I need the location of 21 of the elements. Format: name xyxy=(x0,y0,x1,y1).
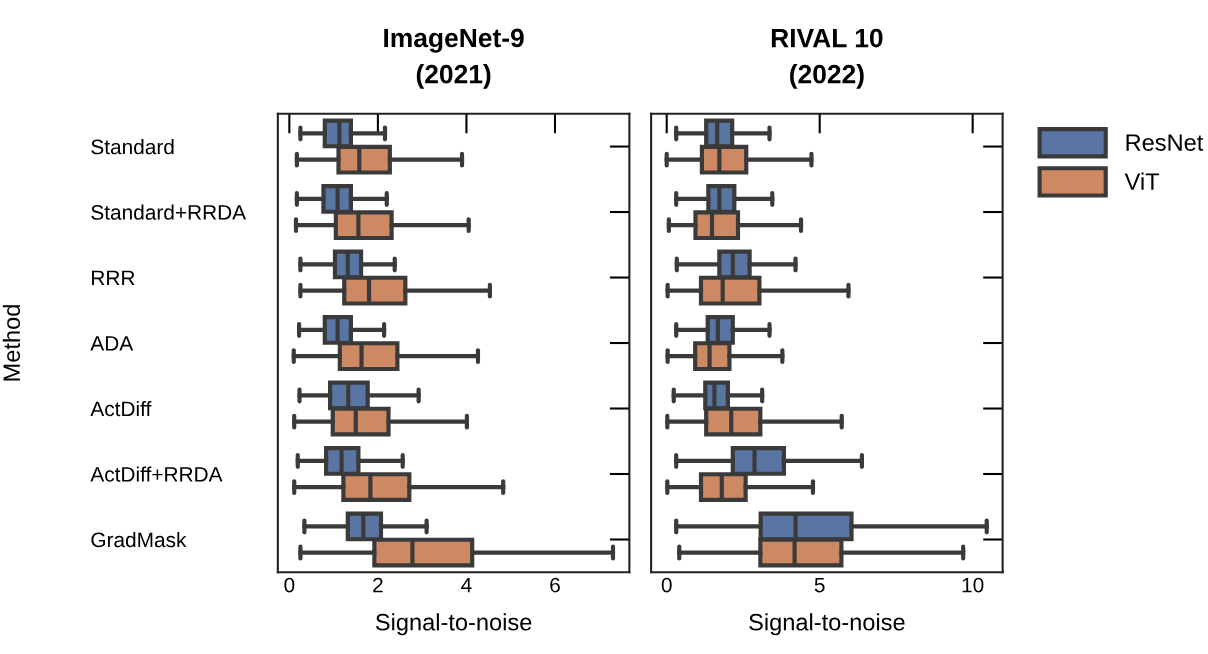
x-tick-label: 6 xyxy=(550,577,560,593)
x-tick-label: 10 xyxy=(962,577,984,593)
legend-label: ViT xyxy=(1124,172,1160,190)
x-tick-label: 4 xyxy=(461,577,472,593)
y-tick-label: GradMask xyxy=(91,531,187,548)
y-tick-label: ActDiff xyxy=(90,400,152,417)
y-tick-label: Standard xyxy=(91,138,174,155)
x-axis-title: Signal-to-noise xyxy=(375,613,532,636)
y-tick-label: RRR xyxy=(92,270,135,286)
x-axis-title: Signal-to-noise xyxy=(749,613,905,636)
chart-title: RIVAL 10 (2022) xyxy=(771,28,883,89)
y-tick-label: Standard+RRDA xyxy=(91,204,247,220)
chart-title: ImageNet-9 (2021) xyxy=(384,28,524,89)
y-axis-title: Method xyxy=(2,305,21,381)
x-tick-label: 0 xyxy=(661,577,672,593)
x-tick-label: 0 xyxy=(284,577,295,593)
x-tick-label: 2 xyxy=(373,577,383,593)
legend-label: ResNet xyxy=(1126,134,1204,151)
x-tick-label: 5 xyxy=(814,577,825,593)
y-tick-label: ADA xyxy=(90,336,134,351)
y-tick-label: ActDiff+RRDA xyxy=(90,466,223,482)
